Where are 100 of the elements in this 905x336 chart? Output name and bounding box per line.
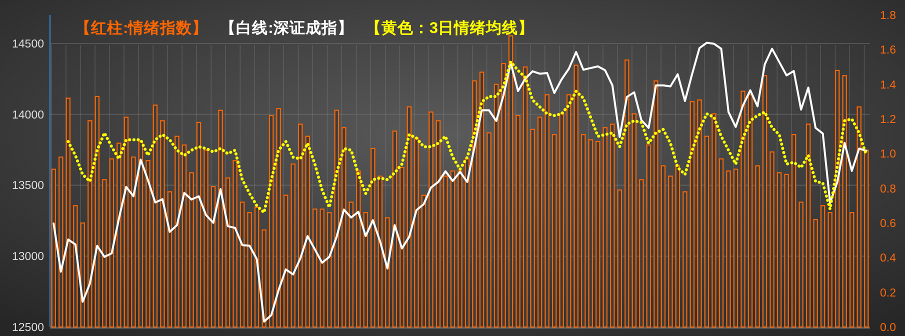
bar — [88, 120, 92, 328]
bar — [704, 136, 710, 328]
bar — [624, 60, 630, 328]
bar — [508, 35, 514, 328]
bar — [116, 142, 122, 328]
bar — [522, 66, 528, 328]
bar — [479, 72, 484, 328]
bar — [189, 172, 194, 328]
bar — [864, 150, 869, 328]
y-tick-label: 12500 — [12, 322, 44, 334]
y2-tick-label: 0.6 — [880, 218, 896, 230]
bar — [146, 160, 150, 328]
bar — [152, 104, 158, 328]
bar — [755, 165, 760, 328]
bar — [400, 166, 404, 328]
bar — [596, 140, 600, 328]
line-series — [52, 42, 868, 323]
bar — [791, 134, 796, 328]
y2-tick-label: 0.2 — [880, 287, 896, 300]
bar — [204, 150, 208, 328]
bar — [268, 114, 274, 328]
bar — [385, 217, 390, 328]
bar — [856, 106, 862, 328]
bar — [436, 120, 441, 328]
bar — [813, 218, 818, 328]
bar — [552, 134, 557, 328]
y2-tick-label: 1.2 — [880, 114, 896, 126]
bar — [806, 124, 811, 328]
bar — [247, 212, 252, 328]
bar — [290, 164, 296, 328]
bar — [646, 144, 652, 328]
bar — [348, 202, 354, 328]
bar — [225, 177, 230, 328]
y-tick-label: 13500 — [12, 180, 44, 192]
bar — [574, 64, 578, 328]
bar — [842, 75, 847, 328]
bar — [51, 168, 56, 328]
bar — [639, 179, 644, 328]
bar — [73, 205, 78, 328]
bar — [320, 208, 324, 328]
y2-tick-label: 1.8 — [880, 10, 896, 22]
y2-tick-label: 0.0 — [880, 322, 896, 334]
bar — [464, 158, 470, 328]
bar — [109, 158, 114, 328]
bar — [174, 136, 180, 328]
bar — [712, 113, 716, 328]
bar — [305, 136, 310, 328]
y2-tick-label: 0.8 — [880, 183, 896, 196]
bar — [218, 110, 223, 328]
text: 【白线:深证成指】 — [220, 19, 354, 37]
bar — [660, 165, 666, 328]
bar — [632, 113, 637, 328]
bar — [718, 158, 724, 328]
bar — [298, 124, 303, 328]
bar — [762, 75, 768, 328]
bar — [516, 114, 520, 328]
y2-tick-label: 1.4 — [880, 79, 897, 92]
bar — [697, 99, 702, 328]
bar — [131, 156, 136, 328]
bar — [458, 170, 462, 328]
y2-tick-label: 1.0 — [880, 148, 896, 161]
bar — [733, 168, 738, 328]
bar — [690, 101, 695, 328]
bar — [784, 174, 789, 328]
bar — [588, 139, 593, 328]
bar — [849, 212, 854, 328]
bar — [581, 134, 586, 328]
bar — [610, 124, 615, 328]
bar — [421, 194, 426, 328]
bar — [776, 172, 782, 328]
bar — [530, 128, 535, 328]
y2-tick-label: 1.6 — [880, 44, 896, 57]
bar — [138, 140, 144, 328]
bar — [798, 202, 804, 328]
bar — [167, 191, 172, 328]
bar — [240, 202, 245, 328]
bar — [414, 138, 419, 328]
text: 【黄色：3日情绪均线】 — [365, 19, 534, 37]
bar — [668, 176, 673, 328]
bar — [210, 186, 216, 328]
bar — [602, 127, 608, 328]
bar — [486, 132, 492, 328]
bar — [472, 80, 477, 328]
text: 【红柱:情绪指数】 — [75, 19, 208, 37]
bar — [342, 127, 346, 328]
bar — [94, 96, 100, 328]
bar — [654, 80, 658, 328]
bar — [196, 122, 202, 328]
bar — [392, 130, 398, 328]
bar — [726, 170, 731, 328]
y-tick-label: 14500 — [12, 38, 44, 50]
bar — [450, 170, 456, 328]
bar — [276, 108, 281, 328]
y-tick-label: 13000 — [12, 251, 44, 264]
bar — [406, 106, 412, 328]
bar — [559, 113, 564, 328]
bar — [160, 120, 165, 328]
bar — [544, 94, 550, 328]
bar — [182, 144, 187, 328]
bar — [740, 90, 746, 328]
